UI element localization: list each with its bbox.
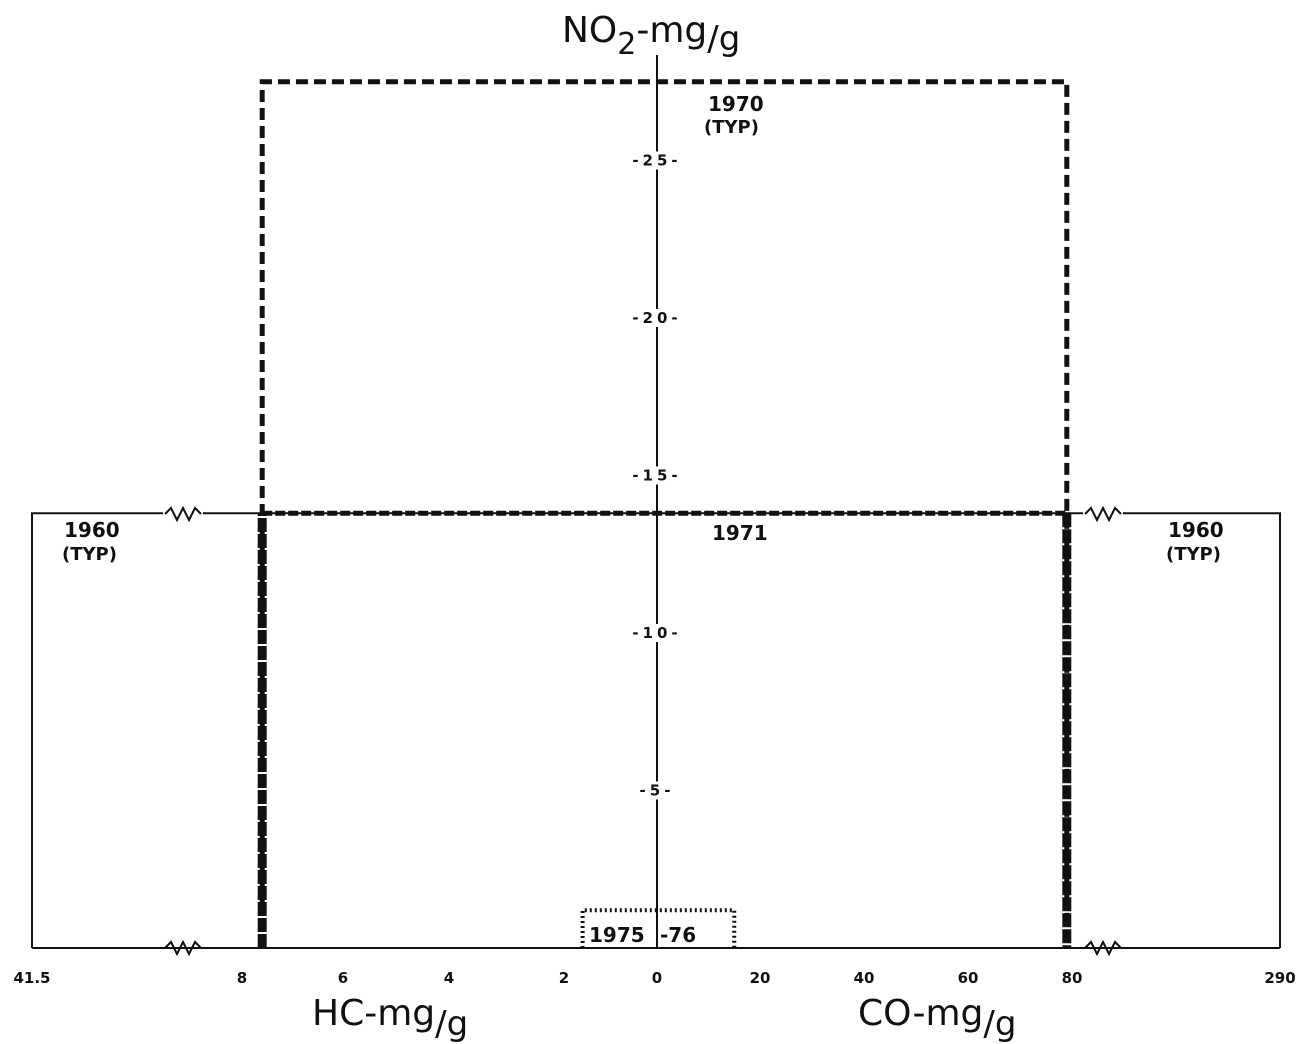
break-mask-0	[163, 511, 203, 517]
label-1960-right: 1960	[1168, 518, 1224, 542]
ytick-bg-1	[629, 624, 685, 642]
break-mask-2	[1083, 511, 1123, 517]
break-0	[164, 505, 202, 523]
label-typ-right: (TYP)	[1166, 544, 1221, 565]
no2-ticks: -5- -10- -15- -20- -25-	[629, 151, 685, 800]
co-tick-label-3: 80	[1062, 969, 1083, 987]
co-axis-title: CO-mg/g	[858, 993, 1016, 1044]
ytick-label-1: -10-	[632, 624, 681, 642]
hc-axis-title: HC-mg/g	[312, 993, 468, 1044]
label-typ-1970: (TYP)	[704, 117, 759, 138]
hc-tick-label-0: 41.5	[13, 969, 50, 987]
break-2	[1084, 505, 1122, 523]
no2-axis-title: NO2-mg/g	[562, 10, 740, 62]
hc-tick-label-4: 2	[559, 969, 569, 987]
ytick-label-3: -20-	[632, 309, 681, 327]
label-1960-left: 1960	[64, 518, 120, 542]
axis-breaks	[163, 505, 1123, 957]
co-tick-label-2: 60	[958, 969, 979, 987]
ytick-bg-4	[629, 151, 685, 170]
series-boxes	[31, 79, 1281, 948]
label-1975-76: -76	[660, 923, 696, 947]
hc-tick-label-5: 0	[652, 969, 662, 987]
co-tick-label-4: 290	[1264, 969, 1295, 987]
hc-tick-label-1: 8	[237, 969, 247, 987]
co-tick-label-1: 40	[854, 969, 875, 987]
label-1975: 1975	[589, 923, 645, 947]
break-1	[164, 939, 202, 957]
hc-tick-label-3: 4	[444, 969, 454, 987]
ytick-label-0: -5-	[640, 782, 675, 800]
co-tick-label-0: 20	[750, 969, 771, 987]
label-1971: 1971	[712, 521, 768, 545]
x-ticks: 41.5 8 6 4 2 0 20 40 60 80 290	[13, 969, 1295, 987]
ytick-bg-2	[629, 466, 685, 485]
break-3	[1084, 939, 1122, 957]
label-typ-left: (TYP)	[62, 544, 117, 565]
ytick-bg-0	[629, 781, 685, 800]
label-1970: 1970	[708, 92, 764, 116]
ytick-label-2: -15-	[632, 467, 681, 485]
ytick-bg-3	[629, 309, 685, 327]
hc-tick-label-2: 6	[338, 969, 348, 987]
ytick-label-4: -25-	[632, 152, 681, 170]
